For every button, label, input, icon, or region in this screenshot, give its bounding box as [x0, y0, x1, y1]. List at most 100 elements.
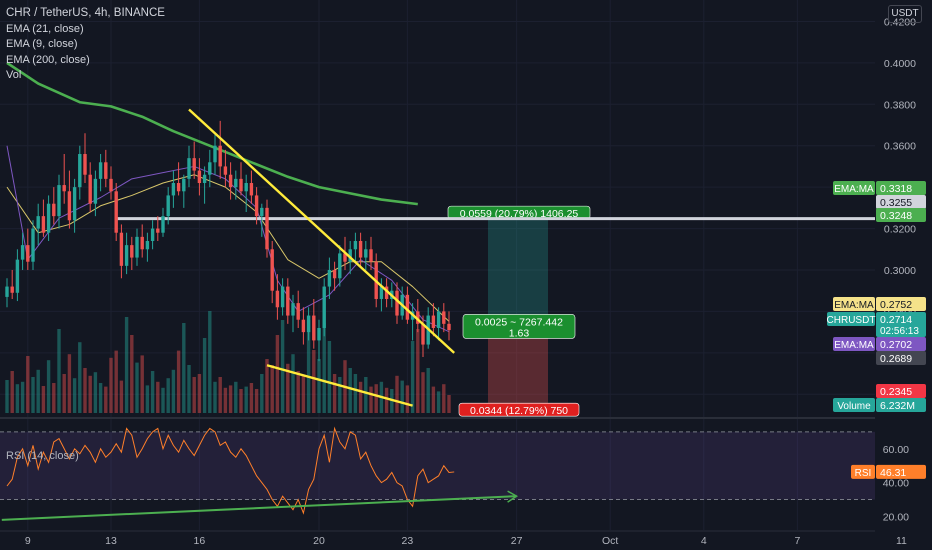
candle-body: [291, 303, 295, 316]
volume-bar: [109, 357, 113, 413]
price-badge-value-box: [876, 337, 926, 351]
price-badge-countdown: 02:56:13: [880, 326, 919, 337]
rsi-tick: 40.00: [883, 478, 909, 490]
price-badge-tag-label: EMA:MA: [834, 300, 874, 311]
candle-body: [265, 207, 269, 250]
volume-bar: [5, 380, 9, 413]
candle-body: [62, 185, 66, 192]
candle-body: [57, 185, 61, 217]
volume-bar: [234, 381, 238, 413]
volume-bar: [150, 371, 155, 413]
price-badge-value: 6.232M: [880, 400, 915, 412]
volume-bar: [426, 368, 430, 413]
candle-body: [338, 253, 342, 279]
volume-bar: [72, 378, 77, 413]
volume-bar: [239, 389, 243, 413]
candle-body: [156, 228, 160, 233]
position-tool[interactable]: 0.0559 (20.79%) 1406.250.0025 ~ 7267.442…: [447, 205, 591, 417]
volume-bar: [218, 377, 222, 413]
price-badge-tag-label: EMA:MA: [834, 340, 874, 351]
time-tick: 20: [313, 535, 325, 547]
drawings[interactable]: [188, 108, 456, 407]
rsi-tag-label: RSI: [855, 468, 872, 479]
volume-bar: [260, 374, 264, 413]
volume-bar: [119, 380, 124, 413]
volume-bar: [182, 323, 186, 413]
candle-body: [83, 154, 87, 175]
volume-bar: [327, 341, 332, 413]
volume-bar: [20, 381, 25, 413]
volume-bar: [31, 377, 35, 413]
candle-body: [322, 286, 326, 328]
volume-bar: [338, 377, 342, 413]
volume-bar: [78, 342, 82, 413]
volume-bar: [176, 350, 181, 413]
volume-bar: [26, 356, 30, 413]
position-entry-label: 1.63: [509, 327, 530, 339]
chart-title[interactable]: CHR / TetherUS, 4h, BINANCE: [6, 7, 165, 19]
candle-body: [171, 183, 176, 196]
candle-body: [442, 311, 446, 324]
candle-body: [10, 286, 14, 293]
price-tick: 0.3800: [884, 99, 916, 111]
candle-body: [31, 228, 35, 262]
price-badge-tag: [833, 181, 875, 195]
currency-button[interactable]: USDT: [888, 5, 922, 23]
volume-bar: [296, 371, 300, 413]
candle-body: [46, 203, 51, 233]
chart-legend: CHR / TetherUS, 4h, BINANCE EMA (21, clo…: [6, 6, 165, 84]
volume-bar: [83, 368, 87, 413]
volume-bar: [10, 371, 14, 413]
candle-body: [119, 232, 124, 266]
volume-bar: [213, 381, 217, 413]
candle-body: [416, 311, 420, 324]
price-badge-value-box: [876, 297, 926, 311]
candle-body: [447, 323, 451, 331]
volume-bar: [405, 385, 410, 413]
rsi-value: 46.31: [880, 467, 906, 479]
grid: [0, 0, 902, 530]
legend-ema21[interactable]: EMA (21, close): [6, 22, 84, 35]
price-tick: 0.3000: [884, 265, 916, 277]
volume-bar: [161, 387, 165, 413]
volume-bar: [208, 311, 212, 413]
candle-body: [67, 191, 72, 221]
candle-body: [405, 294, 410, 320]
candle-body: [343, 253, 347, 262]
rsi-legend[interactable]: RSI (14, close): [6, 450, 79, 462]
candle-body: [431, 315, 436, 328]
volume-bar: [436, 391, 441, 413]
legend-ema200[interactable]: EMA (200, close): [6, 53, 90, 66]
volume-bar: [52, 383, 56, 413]
candle-body: [88, 174, 92, 204]
time-tick: 4: [701, 535, 707, 547]
volume-bar: [447, 395, 451, 413]
rsi-value-box: [876, 464, 926, 479]
candle-body: [208, 162, 212, 175]
candle-body: [98, 162, 103, 179]
volume-bar: [145, 385, 150, 413]
legend-ema9[interactable]: EMA (9, close): [6, 38, 78, 50]
candle-body: [124, 245, 129, 266]
volume-bar: [395, 375, 399, 413]
candle-body: [379, 286, 384, 299]
candle-body: [364, 249, 368, 258]
candle-body: [72, 187, 77, 221]
legend-volume[interactable]: Vol: [6, 69, 22, 81]
volume-bar: [416, 329, 420, 413]
volume-bar: [442, 384, 446, 413]
time-tick: 7: [794, 535, 800, 547]
candle-body: [161, 216, 165, 233]
volume-bar: [88, 375, 92, 413]
candle-body: [270, 249, 274, 291]
candle-body: [296, 303, 300, 320]
volume-bar: [249, 383, 254, 413]
descending-trendline: [188, 108, 456, 354]
candle-body: [348, 249, 352, 262]
candle-body: [395, 290, 399, 316]
volume-bar: [306, 320, 311, 413]
volume-bar: [93, 372, 98, 413]
candle-body: [130, 245, 134, 258]
price-badge-value: 0.2345: [880, 386, 912, 398]
candle-body: [78, 154, 82, 188]
